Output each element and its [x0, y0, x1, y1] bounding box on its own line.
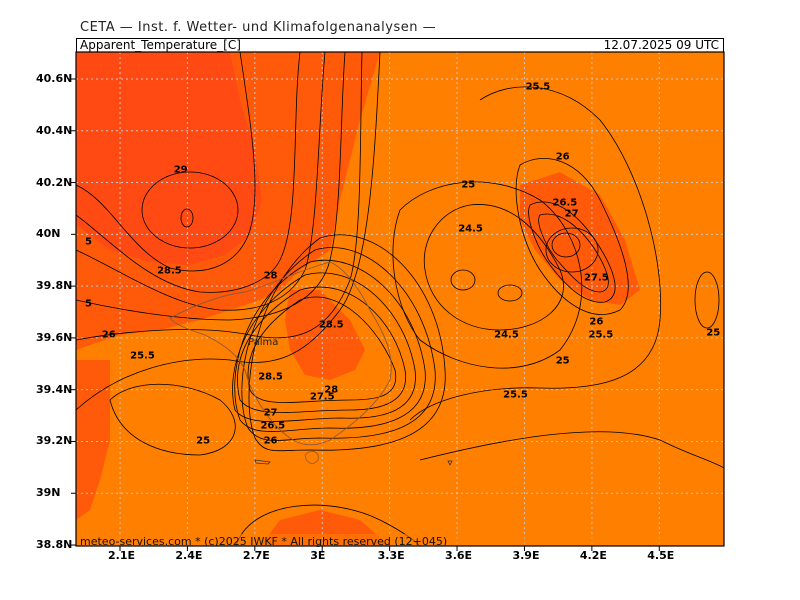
contour-28-east [551, 232, 581, 258]
lon-tick-label: 3.6E [445, 549, 473, 562]
contour-label: 24.5 [494, 329, 519, 341]
contour-24-5-inner-a [450, 269, 476, 291]
contour-label: 27 [564, 208, 579, 220]
footer-credit: meteo-services.com * (c)2025 IWKF * All … [80, 535, 448, 548]
contour-label: 26 [263, 435, 278, 447]
lon-tick-label: 3.9E [512, 549, 540, 562]
contour-26-east [515, 158, 629, 315]
contour-label: 26.5 [552, 197, 578, 209]
contour-lines [76, 52, 724, 546]
contour-27-east [538, 213, 609, 293]
contour-27-center [234, 260, 426, 432]
contour-label: 27.5 [584, 272, 609, 284]
lat-tick-label: 39.4N [36, 382, 73, 396]
contour-label: 25.5 [130, 350, 155, 362]
contour-label: 28 [263, 270, 278, 282]
contour-26-5-center [241, 247, 436, 441]
contour-26 [76, 52, 363, 341]
parameter-label: Apparent_Temperature_[C] [80, 38, 241, 52]
contour-26-5-east [528, 201, 616, 303]
contour-label: 25 [706, 327, 721, 339]
lat-tick-label: 39.6N [36, 330, 73, 344]
lat-tick-label: 40.6N [36, 72, 73, 85]
contour-27-5-west [76, 52, 326, 311]
coastline-islet [254, 459, 271, 465]
warm-region-center [285, 290, 365, 380]
lon-tick-label: 2.4E [175, 549, 203, 562]
contour-label: 27 [263, 407, 278, 419]
contour-label: 28.5 [258, 371, 283, 383]
footer-band [76, 534, 724, 546]
contour-25-far-east [694, 271, 720, 329]
coastline-cabrera [304, 450, 319, 464]
contour-label: 26 [589, 316, 604, 328]
contour-label: 25 [461, 179, 476, 191]
contour-29-inner [180, 208, 194, 228]
contour-28-5-west [76, 52, 256, 272]
coastline-menorca-point [447, 460, 453, 466]
warm-region-east [520, 172, 640, 305]
city-label-palma: Palma [248, 337, 279, 348]
lon-tick-label: 3.3E [377, 549, 405, 562]
contour-label: 25.5 [588, 329, 614, 341]
grid-lines [76, 52, 724, 546]
contour-label: 5 [85, 236, 93, 248]
tick-marks [71, 78, 660, 551]
lat-tick-label: 40N [36, 227, 61, 241]
contour-28-west [76, 52, 301, 293]
lat-tick-label: 38.8N [36, 538, 73, 552]
valid-time: 12.07.2025 09 UTC [603, 38, 719, 52]
lat-tick-label: 39.2N [36, 434, 73, 448]
contour-25-east [392, 181, 583, 369]
contour-25-southwest [109, 383, 236, 456]
contour-29 [141, 171, 239, 249]
lon-tick-label: 4.2E [579, 549, 607, 562]
lon-tick-label: 3E [310, 549, 326, 562]
contour-label: 26.5 [260, 420, 286, 432]
contour-label: 24.5 [458, 223, 483, 235]
contour-label: 28 [324, 384, 339, 396]
contour-label: 26 [101, 329, 116, 341]
contour-24-5 [423, 204, 564, 331]
lat-tick-label: 40.4N [36, 123, 73, 137]
contour-label: 25.5 [503, 389, 528, 401]
contour-label: 26 [555, 151, 570, 163]
contour-25-5-west [76, 52, 381, 411]
header-bar: Apparent_Temperature_[C] 12.07.2025 09 U… [76, 38, 724, 52]
contour-label: 25 [555, 355, 570, 367]
contour-label: 25.5 [525, 81, 551, 93]
coastline-mallorca [169, 261, 392, 446]
contour-label: 25 [196, 435, 211, 447]
contour-26-center [248, 234, 446, 452]
contour-label: 28.5 [318, 319, 344, 331]
lon-tick-label: 2.1E [108, 549, 136, 562]
hot-core-northwest [76, 52, 262, 265]
contour-24-5-inner-b [497, 284, 523, 302]
contour-label: 5 [85, 298, 93, 310]
warm-region-southwest [76, 360, 110, 520]
map-field [76, 52, 724, 546]
lat-tick-label: 39N [36, 486, 61, 500]
contour-25-southeast [419, 431, 724, 469]
contour-label: 28.5 [157, 265, 182, 277]
contour-label: 29 [173, 164, 188, 176]
contour-25-5-east [409, 86, 662, 421]
contour-28-center [237, 286, 407, 413]
contour-27-5-center [232, 272, 416, 422]
lon-tick-label: 2.7E [242, 549, 270, 562]
lat-tick-label: 39.8N [36, 279, 73, 293]
lat-tick-label: 40.2N [36, 175, 73, 189]
lon-tick-label: 4.5E [647, 549, 675, 562]
contour-27-5-east [545, 227, 599, 273]
map-frame [75, 51, 725, 547]
contour-label: 27.5 [309, 391, 335, 403]
chart-title: CETA — Inst. f. Wetter- und Klimafolgena… [80, 20, 437, 35]
